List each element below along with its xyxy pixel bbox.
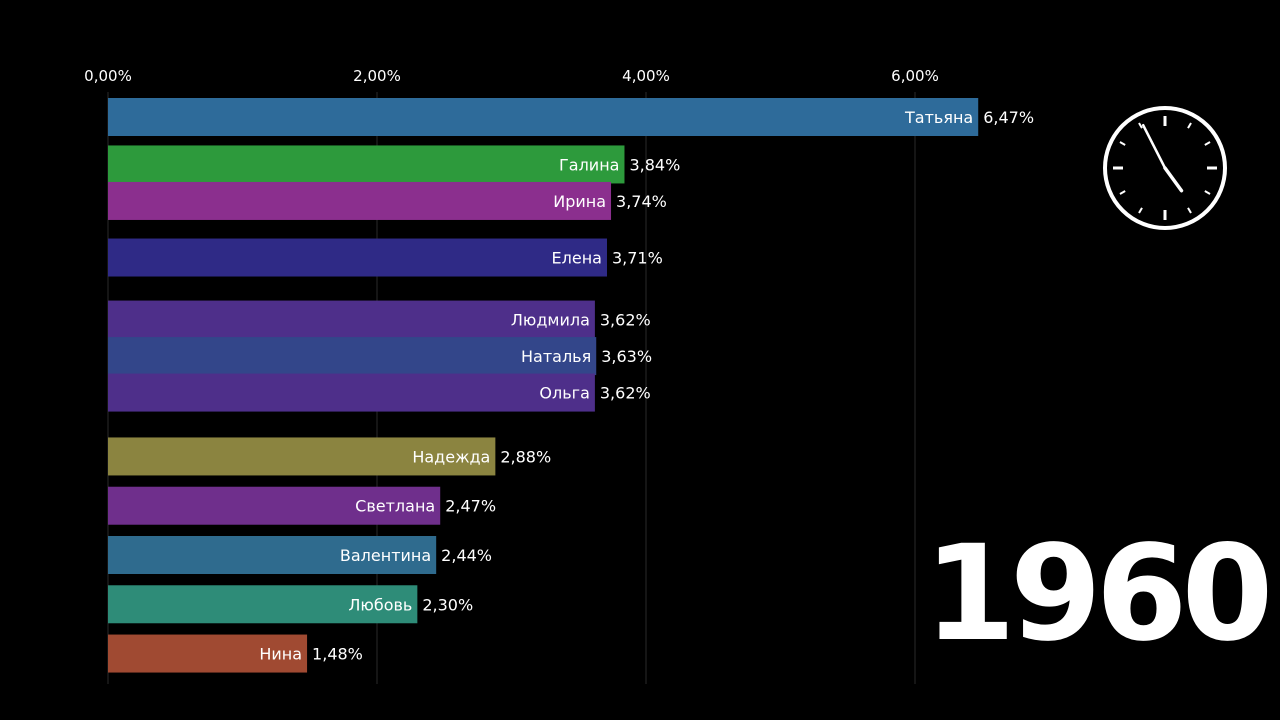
clock-icon	[1101, 104, 1229, 232]
bar	[108, 300, 595, 339]
clock-tick	[1138, 122, 1143, 129]
bar-value-label: 3,74%	[616, 192, 667, 211]
bar-value-label: 3,63%	[601, 347, 652, 366]
bar-name-label: Татьяна	[904, 108, 973, 127]
x-tick-label: 6,00%	[891, 67, 939, 85]
bar-name-label: Валентина	[340, 546, 431, 565]
bar-value-label: 3,62%	[600, 311, 651, 330]
clock-face	[1103, 106, 1227, 230]
clock-minute-hand	[1141, 123, 1167, 170]
clock-tick	[1119, 190, 1126, 195]
clock-tick	[1187, 122, 1192, 129]
bar	[108, 486, 441, 525]
clock-tick	[1204, 190, 1211, 195]
bar	[108, 181, 612, 220]
bar-value-label: 2,47%	[445, 497, 496, 516]
x-tick-label: 2,00%	[353, 67, 401, 85]
bar-name-label: Галина	[559, 155, 619, 174]
clock-tick	[1119, 141, 1126, 146]
clock-ticks	[1113, 116, 1217, 220]
bar	[108, 98, 979, 136]
bar-value-label: 6,47%	[983, 108, 1034, 127]
bar-name-label: Нина	[259, 645, 302, 664]
clock-tick	[1138, 207, 1143, 214]
bar	[108, 373, 595, 412]
bar-name-label: Надежда	[412, 447, 490, 466]
bar	[108, 585, 418, 624]
bar	[108, 634, 308, 673]
bar-value-label: 1,48%	[312, 645, 363, 664]
bar-name-label: Наталья	[521, 347, 591, 366]
bar	[108, 437, 496, 476]
bar-name-label: Ольга	[539, 384, 589, 403]
clock-tick	[1204, 141, 1211, 146]
bar	[108, 536, 437, 574]
year-label: 1960	[924, 517, 1273, 671]
bar-name-label: Ирина	[553, 192, 606, 211]
bar	[108, 145, 625, 184]
bar-name-label: Людмила	[511, 311, 590, 330]
bar-value-label: 2,88%	[500, 447, 551, 466]
bars-layer	[108, 98, 979, 673]
bar	[108, 337, 597, 376]
x-tick-label: 0,00%	[84, 67, 132, 85]
bar-name-label: Елена	[552, 249, 602, 268]
clock-tick	[1187, 207, 1192, 214]
x-tick-label: 4,00%	[622, 67, 670, 85]
bar	[108, 238, 607, 277]
bar-value-label: 3,84%	[629, 155, 680, 174]
bar-value-label: 3,71%	[612, 249, 663, 268]
bar-value-label: 2,30%	[422, 595, 473, 614]
clock-hour-hand	[1163, 166, 1184, 193]
bar-labels-layer: Татьяна 6,47% Галина 3,84% Ирина 3,74% Елена 3,…	[259, 108, 1034, 664]
bar-value-label: 2,44%	[441, 546, 492, 565]
x-axis-ticks: 0,00% 2,00% 4,00% 6,00%	[84, 67, 939, 85]
bar-name-label: Светлана	[355, 497, 435, 516]
bar-value-label: 3,62%	[600, 384, 651, 403]
bar-name-label: Любовь	[348, 595, 412, 614]
